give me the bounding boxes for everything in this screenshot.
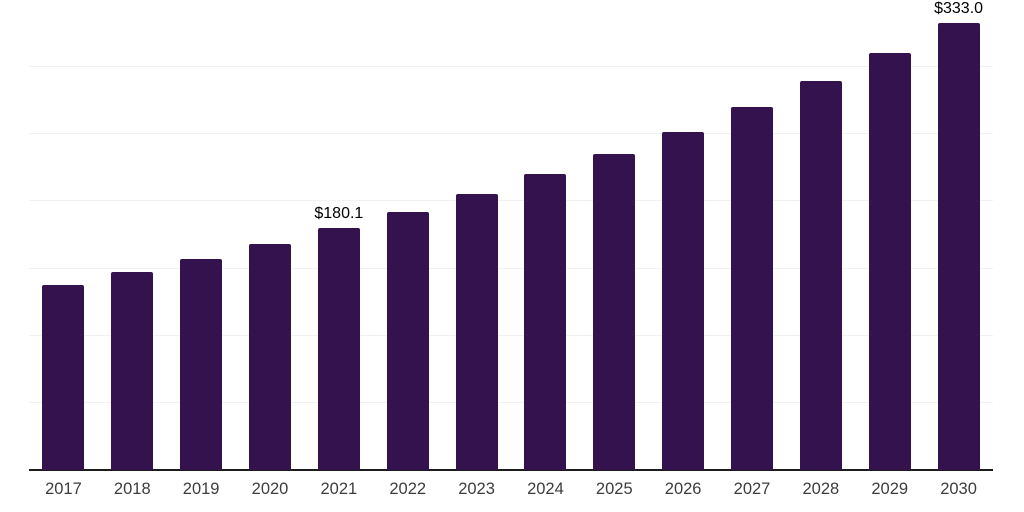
x-tick-label-2029: 2029	[871, 480, 909, 498]
x-tick-label-2028: 2028	[802, 480, 840, 498]
x-tick-label-2030: 2030	[940, 480, 977, 498]
bar-2027	[731, 107, 773, 470]
x-tick-label-2018: 2018	[113, 480, 151, 498]
plot-area: $180.1 $333.0	[29, 0, 993, 471]
bar-2018	[111, 272, 154, 470]
gridline	[29, 334, 993, 336]
x-tick-label-2020: 2020	[251, 480, 289, 498]
bar-2021	[317, 228, 360, 470]
value-label-2021: $180.1	[314, 205, 364, 223]
value-label-2030: $333.0	[934, 0, 984, 17]
bar-2020	[249, 244, 291, 470]
gridline	[29, 66, 993, 68]
bar-2024	[524, 173, 567, 470]
bar-2019	[180, 259, 223, 470]
bar-2023	[455, 194, 498, 470]
x-tick-label-2021: 2021	[320, 480, 358, 498]
x-tick-label-2027: 2027	[733, 480, 771, 498]
x-tick-label-2025: 2025	[595, 480, 633, 498]
gridline	[29, 133, 993, 135]
gridline	[29, 200, 993, 202]
bar-2025	[593, 153, 636, 470]
bar-2022	[386, 211, 429, 470]
x-tick-label-2026: 2026	[664, 480, 702, 498]
bar-2030	[937, 22, 980, 470]
x-axis-line	[29, 469, 993, 471]
bar-2026	[662, 131, 705, 470]
gridline	[29, 267, 993, 269]
x-tick-label-2017: 2017	[45, 480, 82, 498]
bar-2028	[799, 81, 842, 470]
gridline	[29, 401, 993, 403]
bar-2017	[42, 284, 85, 470]
x-tick-label-2024: 2024	[527, 480, 564, 498]
bar-2029	[868, 53, 911, 470]
x-tick-label-2019: 2019	[182, 480, 220, 498]
x-tick-label-2022: 2022	[389, 480, 427, 498]
x-tick-label-2023: 2023	[458, 480, 495, 498]
